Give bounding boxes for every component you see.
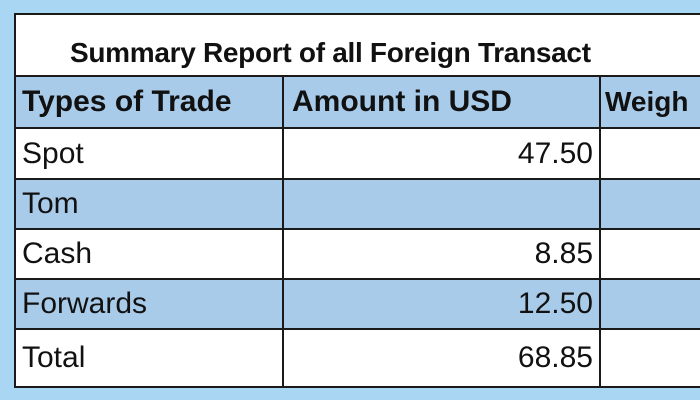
cell-weight[interactable]	[601, 330, 700, 386]
table-row: Spot 47.50	[16, 127, 700, 178]
cell-weight[interactable]	[601, 230, 700, 278]
total-row: Total 68.85	[16, 328, 700, 386]
header-weight[interactable]: Weigh	[605, 86, 689, 117]
cell-type[interactable]: Spot	[16, 129, 284, 178]
header-row: Types of Trade Amount in USD Weigh	[16, 75, 700, 127]
cell-type[interactable]: Tom	[16, 180, 284, 228]
table-row: Cash 8.85	[16, 228, 700, 278]
title-row: Summary Report of all Foreign Transact	[16, 15, 700, 75]
cell-type[interactable]: Cash	[16, 230, 284, 278]
cell-type[interactable]: Total	[16, 330, 284, 386]
cell-weight[interactable]	[601, 129, 700, 178]
cell-amount[interactable]: 12.50	[284, 280, 601, 328]
cell-type[interactable]: Forwards	[16, 280, 284, 328]
cell-amount[interactable]	[284, 180, 601, 228]
table-row: Tom	[16, 178, 700, 228]
header-types-of-trade[interactable]: Types of Trade	[16, 77, 284, 127]
cell-weight[interactable]	[601, 280, 700, 328]
cell-amount[interactable]: 47.50	[284, 129, 601, 178]
cell-weight[interactable]	[601, 180, 700, 228]
cell-amount[interactable]: 68.85	[284, 330, 601, 386]
summary-table: Summary Report of all Foreign Transact T…	[14, 13, 700, 388]
header-amount-usd[interactable]: Amount in USD	[284, 77, 601, 127]
cell-amount[interactable]: 8.85	[284, 230, 601, 278]
report-title: Summary Report of all Foreign Transact	[70, 37, 591, 68]
table-row: Forwards 12.50	[16, 278, 700, 328]
